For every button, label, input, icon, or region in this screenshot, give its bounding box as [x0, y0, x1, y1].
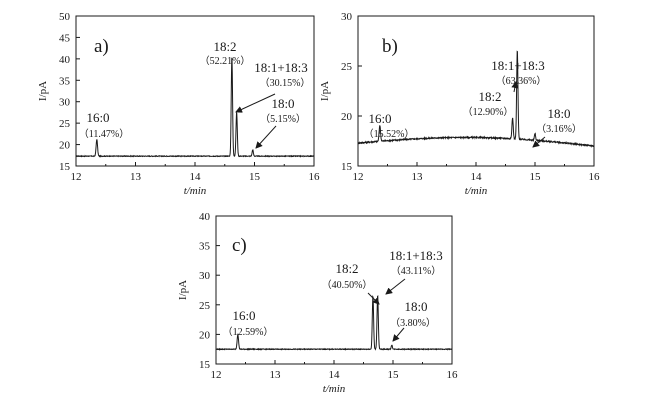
- peak-arrow: [367, 292, 380, 305]
- x-tick-label: 16: [589, 171, 601, 183]
- peak-name-label: 18:2: [335, 261, 358, 276]
- panel-label: a): [94, 36, 109, 57]
- x-tick-label: 14: [471, 171, 483, 183]
- peak-name-label: 16:0: [368, 111, 391, 126]
- peak-name-label: 18:2: [213, 39, 236, 54]
- peak-arrow: [385, 278, 406, 295]
- x-tick-label: 14: [190, 171, 202, 183]
- y-tick-label: 35: [199, 241, 211, 253]
- peak-arrow: [532, 136, 546, 148]
- peak-name-label: 18:1+18:3: [491, 58, 545, 73]
- peak-name-label: 18:0: [404, 299, 427, 314]
- y-tick-label: 15: [341, 161, 353, 173]
- x-tick-label: 13: [270, 369, 282, 381]
- peak-name-label: 16:0: [86, 110, 109, 125]
- peak-percent-label: （52.21%）: [200, 55, 251, 67]
- peak-name-label: 18:0: [271, 96, 294, 111]
- chromatogram-trace: [357, 50, 595, 148]
- peak-percent-label: （11.47%）: [79, 128, 129, 140]
- peak-percent-label: （12.90%）: [463, 106, 514, 118]
- y-tick-label: 30: [341, 11, 353, 23]
- x-tick-label: 12: [71, 171, 82, 183]
- x-tick-label: 13: [130, 171, 142, 183]
- x-axis-title: t/min: [184, 185, 207, 197]
- x-tick-label: 15: [530, 171, 542, 183]
- peak-name-label: 16:0: [232, 308, 255, 323]
- peak-arrow: [235, 93, 276, 113]
- chart-panel-a: 12 13 14 15 16 15 20 25 30 35 40 45 50 t/min I/pA a) 16:…: [37, 11, 320, 197]
- y-tick-label: 20: [341, 111, 353, 123]
- panel-label: c): [232, 235, 247, 256]
- y-tick-label: 45: [59, 32, 71, 44]
- peak-percent-label: （15.52%）: [364, 128, 415, 140]
- y-tick-label: 25: [199, 300, 211, 312]
- peak-percent-label: （63.36%）: [496, 75, 547, 87]
- x-tick-label: 12: [353, 171, 364, 183]
- peak-percent-label: （30.15%）: [260, 77, 311, 89]
- peak-arrow: [392, 327, 405, 342]
- peak-percent-label: （3.16%）: [536, 123, 582, 135]
- peak-name-label: 18:0: [547, 106, 570, 121]
- x-tick-label: 15: [388, 369, 400, 381]
- plot-frame: [75, 15, 315, 167]
- y-tick-label: 50: [59, 11, 71, 23]
- y-axis-title: I/pA: [37, 81, 49, 101]
- chart-panel-b: 12 13 14 15 16 15 20 25 30 t/min I/pA b) 16:0 （15.52%…: [319, 11, 600, 197]
- y-tick-label: 30: [199, 270, 211, 282]
- x-tick-label: 14: [329, 369, 341, 381]
- y-tick-label: 40: [199, 211, 211, 223]
- peak-percent-label: （12.59%）: [223, 326, 274, 338]
- peak-arrow: [255, 125, 277, 149]
- peak-name-label: 18:1+18:3: [254, 60, 308, 75]
- y-tick-label: 20: [59, 140, 71, 152]
- x-tick-label: 16: [447, 369, 459, 381]
- x-axis-title: t/min: [465, 185, 488, 197]
- peak-percent-label: （40.50%）: [322, 279, 373, 291]
- peak-percent-label: （43.11%）: [391, 265, 441, 277]
- x-tick-label: 13: [412, 171, 424, 183]
- chart-panel-c: 12 13 14 15 16 15 20 25 30 35 40 t/min I/pA c) 16:0 （12…: [177, 211, 458, 395]
- y-tick-label: 35: [59, 75, 71, 87]
- y-tick-label: 30: [59, 97, 71, 109]
- peak-name-label: 18:2: [478, 89, 501, 104]
- peak-arrow: [511, 81, 519, 93]
- chromatogram-trace: [75, 57, 315, 158]
- x-tick-label: 12: [211, 369, 222, 381]
- y-tick-label: 25: [341, 61, 353, 73]
- y-axis-title: I/pA: [319, 81, 331, 101]
- x-tick-label: 16: [309, 171, 321, 183]
- y-tick-label: 25: [59, 118, 71, 130]
- y-tick-label: 20: [199, 329, 211, 341]
- y-tick-label: 15: [59, 161, 71, 173]
- y-axis-title: I/pA: [177, 280, 189, 300]
- peak-name-label: 18:1+18:3: [389, 248, 443, 263]
- peak-percent-label: （3.80%）: [390, 317, 436, 329]
- y-tick-label: 15: [199, 359, 211, 371]
- y-tick-label: 40: [59, 54, 71, 66]
- x-axis-title: t/min: [323, 383, 346, 395]
- peak-percent-label: （5.15%）: [260, 113, 306, 125]
- chromatogram-trace: [215, 295, 453, 351]
- panel-label: b): [382, 36, 398, 57]
- x-tick-label: 15: [249, 171, 261, 183]
